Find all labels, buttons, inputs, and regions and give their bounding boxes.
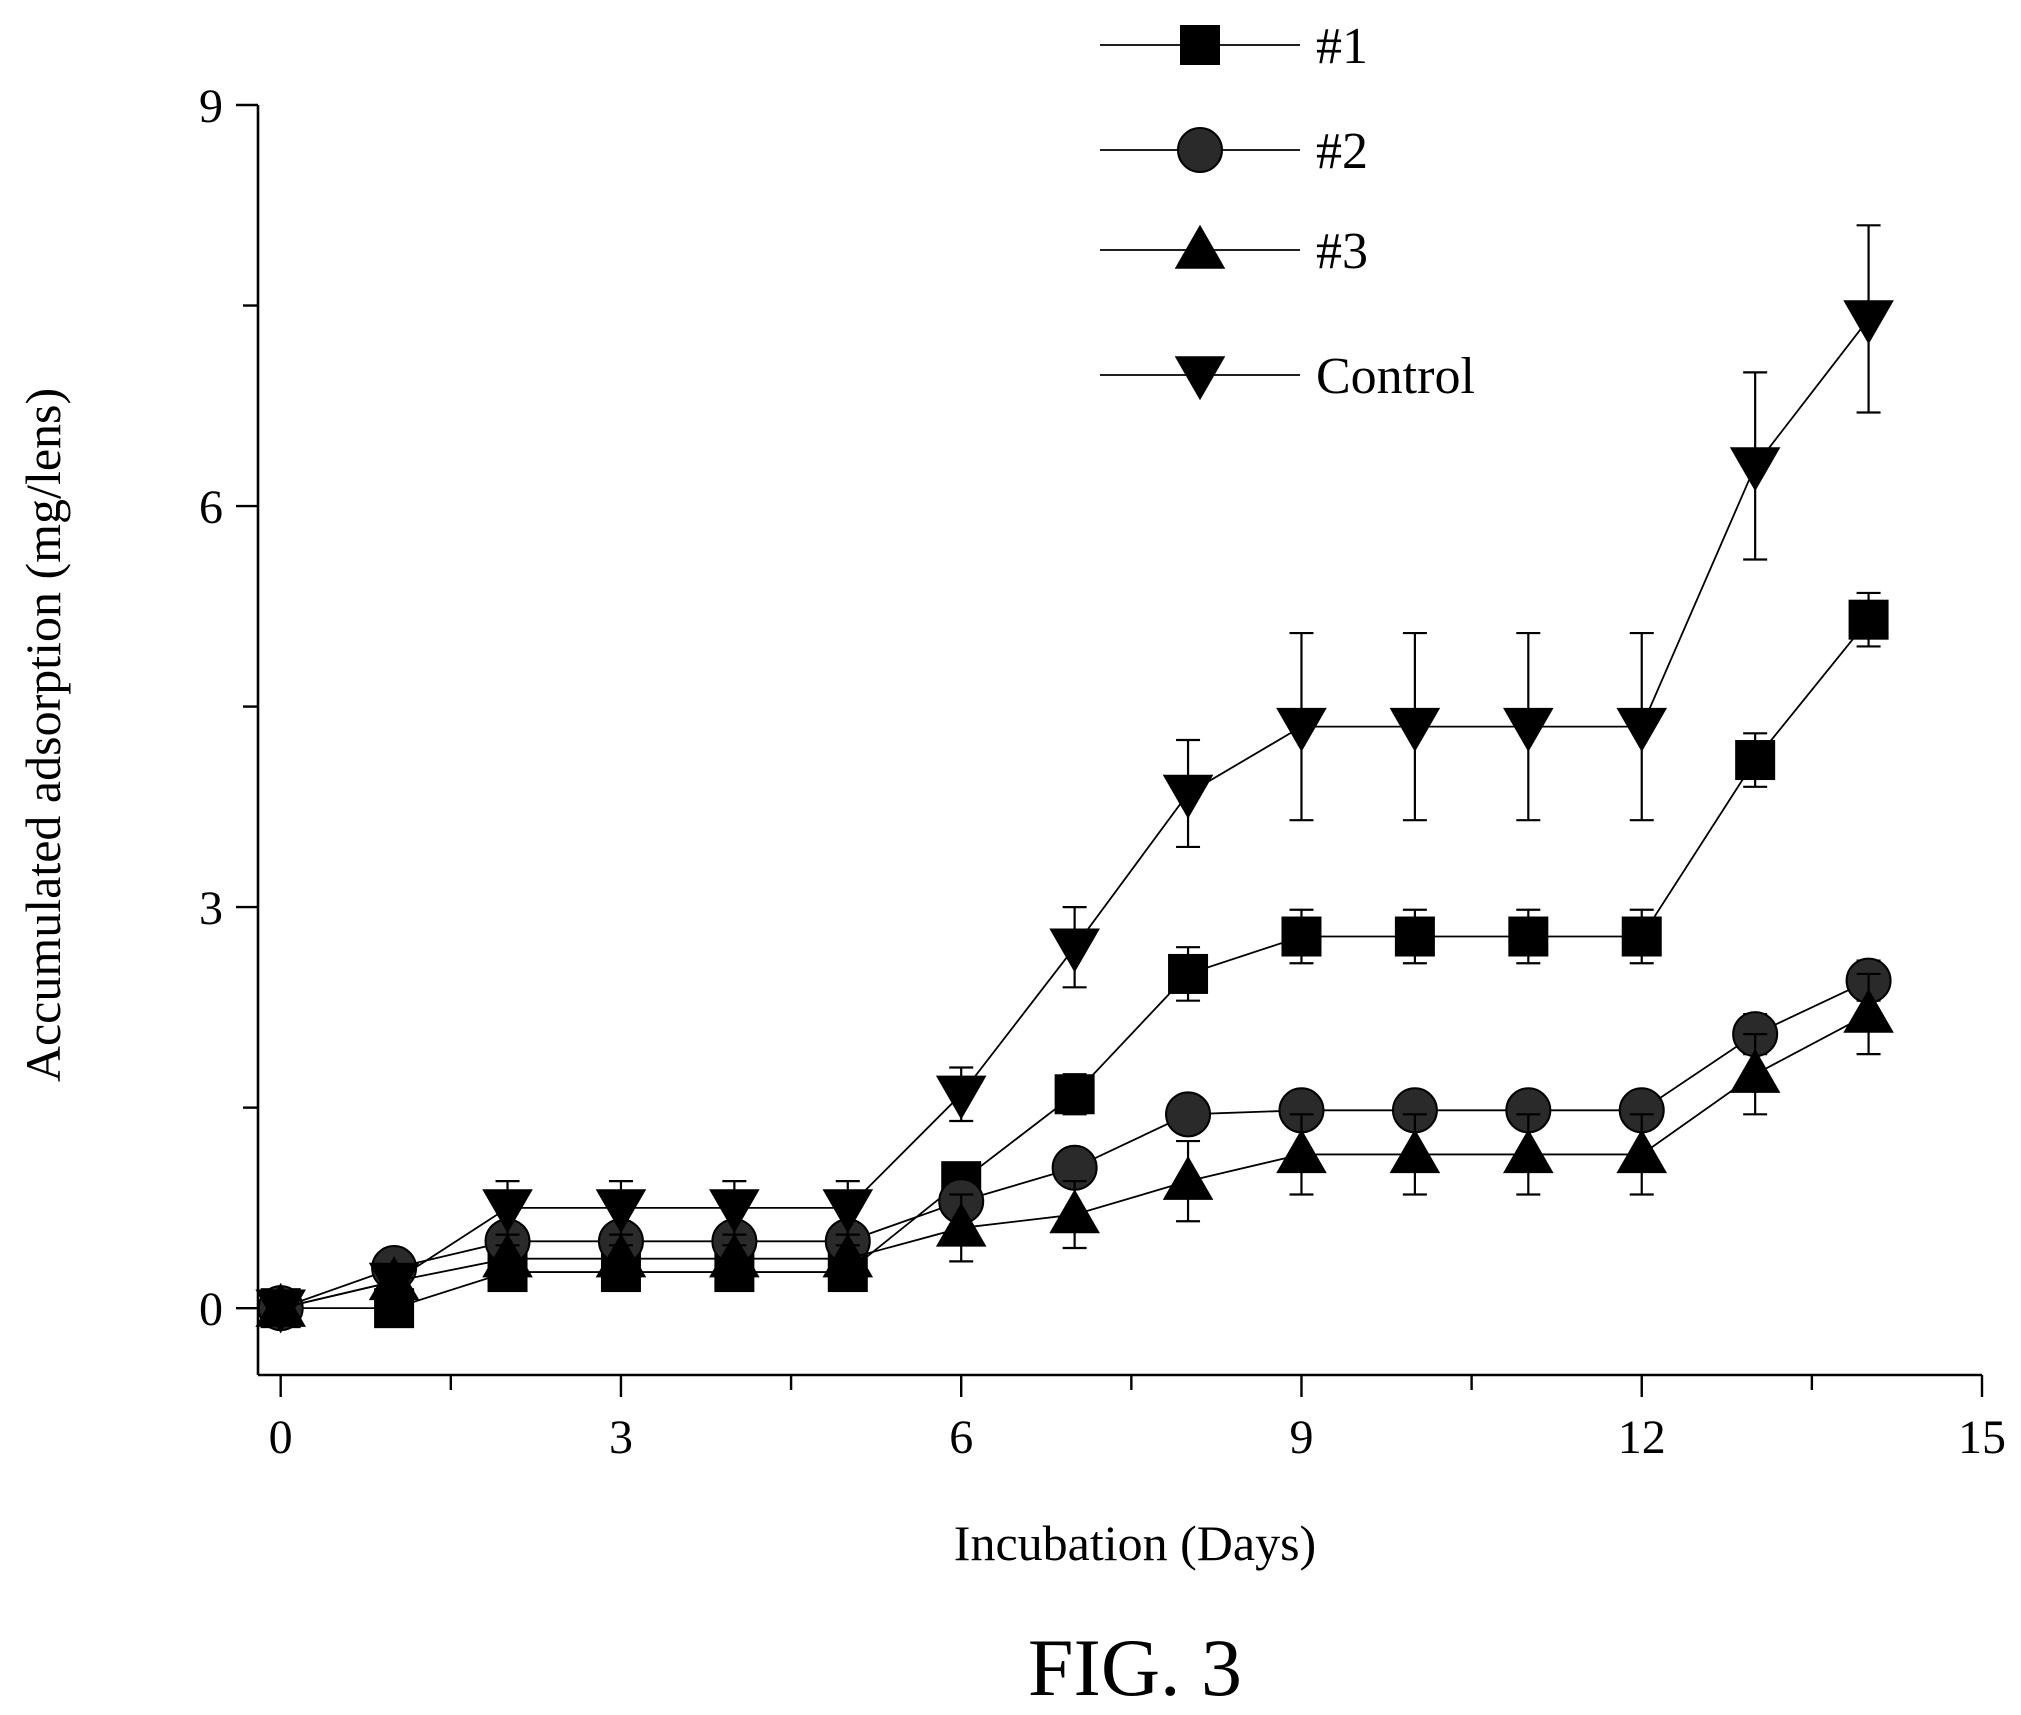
data-point (1843, 300, 1894, 345)
legend-marker (1177, 127, 1223, 173)
data-point (1162, 774, 1214, 819)
data-point (1503, 707, 1554, 752)
data-point (595, 1233, 647, 1278)
data-point (1729, 1048, 1781, 1093)
x-axis-ticks: 0 3 6 9 12 15 (269, 1375, 2006, 1464)
data-point (709, 1233, 760, 1278)
data-point (1049, 928, 1100, 973)
data-point (1621, 916, 1662, 957)
data-point (1503, 1129, 1554, 1174)
legend-marker (1174, 224, 1226, 269)
data-point (1389, 707, 1441, 752)
data-point (935, 1075, 987, 1120)
data-point (822, 1233, 874, 1278)
data-point (1735, 740, 1776, 781)
data-point (1162, 1155, 1214, 1200)
data-point (1508, 916, 1549, 957)
data-point (255, 1289, 306, 1334)
data-point (1276, 1129, 1327, 1174)
x-tick-label: 12 (1618, 1411, 1666, 1464)
data-point (1054, 1074, 1095, 1115)
data-point (1848, 599, 1889, 640)
data-point (1276, 707, 1327, 752)
data-point (1389, 1129, 1441, 1174)
x-tick-label: 0 (269, 1411, 293, 1464)
data-point (1729, 447, 1781, 492)
axes (256, 105, 1982, 1377)
y-axis-ticks: 0 3 6 9 (199, 80, 258, 1336)
x-axis-label: Incubation (Days) (954, 1515, 1316, 1571)
data-point (1843, 988, 1894, 1033)
y-tick-label: 0 (199, 1283, 223, 1336)
x-tick-label: 6 (949, 1411, 973, 1464)
figure-caption: FIG. 3 (1028, 1622, 1242, 1713)
data-point (1049, 1189, 1100, 1234)
legend-marker (1180, 25, 1220, 65)
data-point (1281, 916, 1322, 957)
legend-entry: Control (1100, 348, 1475, 405)
data-point (1394, 916, 1435, 957)
data-point (1616, 1129, 1668, 1174)
data-point (935, 1202, 987, 1247)
data-point (482, 1189, 533, 1234)
y-tick-label: 9 (199, 80, 223, 133)
legend-label: Control (1316, 348, 1475, 405)
data-point (1168, 953, 1209, 994)
series-control (255, 224, 1894, 1334)
legend-marker (1174, 356, 1226, 401)
data-point (595, 1189, 647, 1234)
legend-label: #3 (1316, 223, 1368, 280)
legend-entry: #3 (1100, 223, 1368, 280)
data-series (255, 224, 1894, 1334)
y-tick-label: 3 (199, 882, 223, 935)
data-point (709, 1189, 760, 1234)
legend-entry: #2 (1100, 123, 1368, 180)
data-point (368, 1262, 420, 1307)
data-point (1616, 707, 1668, 752)
x-tick-label: 9 (1289, 1411, 1313, 1464)
y-axis-label: Accumulated adsorption (mg/lens) (15, 388, 71, 1082)
series-3 (255, 972, 1894, 1327)
data-point (1165, 1091, 1212, 1138)
x-tick-label: 15 (1958, 1411, 2006, 1464)
data-point (822, 1189, 874, 1234)
legend-label: #1 (1316, 18, 1368, 75)
y-tick-label: 6 (199, 481, 223, 534)
legend-label: #2 (1316, 123, 1368, 180)
legend: #1 #2 #3 Control (1100, 18, 1475, 405)
data-point (482, 1233, 533, 1278)
x-tick-label: 3 (609, 1411, 633, 1464)
legend-entry: #1 (1100, 18, 1368, 75)
